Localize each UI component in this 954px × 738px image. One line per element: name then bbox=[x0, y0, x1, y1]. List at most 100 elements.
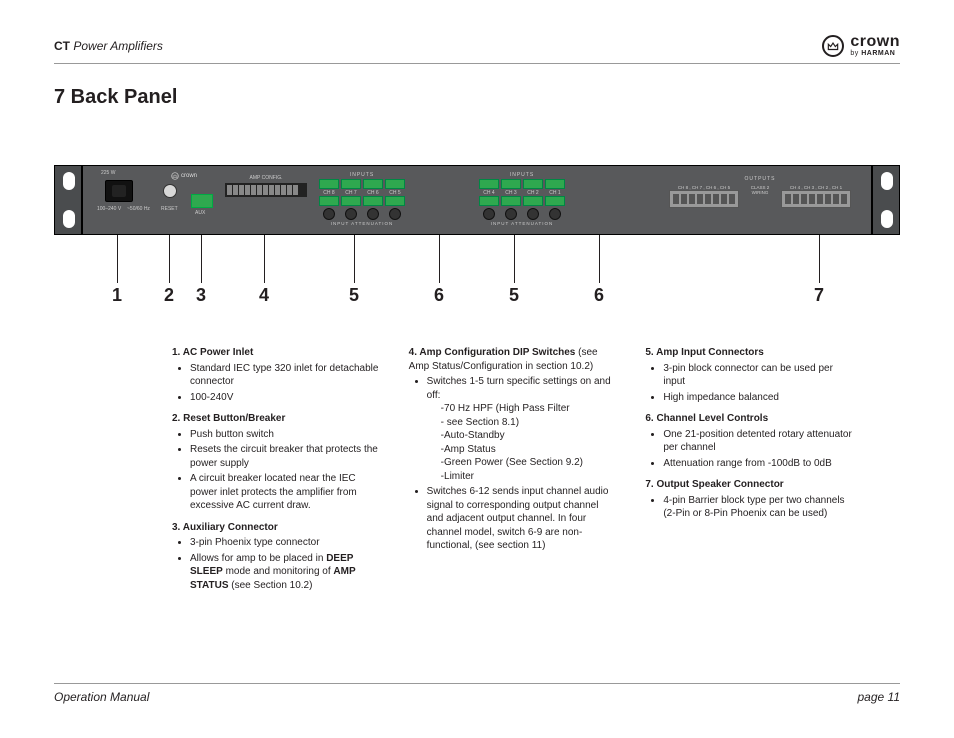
amp-back-panel: 225 W 100–240 V ~50/60 Hz crown RESET AU… bbox=[54, 165, 900, 235]
dip-switch bbox=[263, 185, 268, 195]
bullet: Switches 1-5 turn specific settings on a… bbox=[427, 375, 618, 483]
iec-power-inlet bbox=[105, 180, 133, 202]
inputs-label: INPUTS bbox=[350, 172, 374, 178]
description-columns: 1. AC Power Inlet Standard IEC type 320 … bbox=[172, 346, 854, 596]
terminal-row bbox=[319, 179, 405, 189]
callout-number: 6 bbox=[594, 285, 604, 306]
dip-switch bbox=[287, 185, 292, 195]
callout-line bbox=[599, 235, 600, 283]
input-terminal bbox=[341, 196, 361, 206]
brand-main: crown bbox=[850, 34, 900, 50]
output-group: OUTPUTS CH 8 , CH 7 , CH 6 , CH 5 CLASS … bbox=[669, 176, 851, 208]
level-knob bbox=[505, 208, 517, 220]
aux-label: AUX bbox=[195, 210, 205, 216]
header-left: CT Power Amplifiers bbox=[54, 39, 163, 53]
dip-switch bbox=[233, 185, 238, 195]
attenuation-label: INPUT ATTENUATION bbox=[331, 221, 394, 226]
callout-number: 4 bbox=[259, 285, 269, 306]
dip-switch bbox=[281, 185, 286, 195]
level-knob bbox=[389, 208, 401, 220]
output-block-b: CH 4 , CH 3 , CH 2 , CH 1 bbox=[781, 184, 851, 208]
output-block-a: CH 8 , CH 7 , CH 6 , CH 5 bbox=[669, 184, 739, 208]
class2-wiring-label: CLASS 2 WIRING bbox=[749, 184, 771, 196]
bullet: Resets the circuit breaker that protects… bbox=[190, 443, 381, 470]
callout-number: 6 bbox=[434, 285, 444, 306]
callout-layer: 1 2 3 4 5 6 5 6 7 bbox=[54, 235, 900, 310]
dip-switch bbox=[239, 185, 244, 195]
brand-logo: crown by HARMAN bbox=[822, 34, 900, 57]
desc-col-1: 1. AC Power Inlet Standard IEC type 320 … bbox=[172, 346, 381, 596]
level-knob bbox=[367, 208, 379, 220]
input-terminal bbox=[319, 179, 339, 189]
input-group-1-4: INPUTS CH 4 CH 3 CH 2 CH 1 INPUT ATTENUA… bbox=[479, 172, 565, 226]
bullet: 100-240V bbox=[190, 391, 381, 405]
output-terminal bbox=[781, 190, 851, 208]
level-knob bbox=[345, 208, 357, 220]
level-knob bbox=[323, 208, 335, 220]
callout-line bbox=[169, 235, 170, 283]
footer-right: page 11 bbox=[858, 690, 901, 704]
level-knob bbox=[549, 208, 561, 220]
callout-line bbox=[819, 235, 820, 283]
callout-number: 7 bbox=[814, 285, 824, 306]
callout-number: 5 bbox=[349, 285, 359, 306]
rack-ear-right bbox=[872, 165, 900, 235]
callout-line bbox=[117, 235, 118, 283]
dip-switch-block: AMP CONFIG. bbox=[225, 174, 307, 220]
bullet: One 21-position detented rotary attenuat… bbox=[663, 428, 854, 455]
input-terminal bbox=[545, 179, 565, 189]
item-head: 2. Reset Button/Breaker bbox=[172, 412, 381, 426]
rack-hole bbox=[63, 210, 75, 228]
bullet: Attenuation range from -100dB to 0dB bbox=[663, 457, 854, 471]
freq-label: ~50/60 Hz bbox=[127, 206, 150, 212]
callout-line bbox=[354, 235, 355, 283]
input-terminal bbox=[501, 196, 521, 206]
callout-line bbox=[264, 235, 265, 283]
dip-switch bbox=[275, 185, 280, 195]
level-knob bbox=[527, 208, 539, 220]
bullet-list: 4-pin Barrier block type per two channel… bbox=[645, 494, 854, 521]
output-terminal bbox=[669, 190, 739, 208]
item-head: 3. Auxiliary Connector bbox=[172, 521, 381, 535]
footer-left: Operation Manual bbox=[54, 690, 149, 704]
item-head: 4. Amp Configuration DIP Switches (see A… bbox=[409, 346, 618, 373]
input-terminal bbox=[385, 196, 405, 206]
callout-line bbox=[201, 235, 202, 283]
page-footer: Operation Manual page 11 bbox=[54, 683, 900, 704]
callout-line bbox=[439, 235, 440, 283]
terminal-row bbox=[319, 196, 405, 206]
input-terminal bbox=[319, 196, 339, 206]
bullet: Allows for amp to be placed in DEEP SLEE… bbox=[190, 552, 381, 593]
page-header: CT Power Amplifiers crown by HARMAN bbox=[54, 34, 900, 64]
bullet-list: 3-pin block connector can be used per in… bbox=[645, 362, 854, 405]
voltage-label: 100–240 V bbox=[97, 206, 121, 212]
input-terminal bbox=[523, 196, 543, 206]
input-terminal bbox=[523, 179, 543, 189]
crown-icon bbox=[822, 35, 844, 57]
output-blocks: CH 8 , CH 7 , CH 6 , CH 5 CLASS 2 WIRING… bbox=[669, 184, 851, 208]
bullet: Standard IEC type 320 inlet for detachab… bbox=[190, 362, 381, 389]
outputs-label: OUTPUTS bbox=[745, 176, 776, 182]
bullet: 4-pin Barrier block type per two channel… bbox=[663, 494, 854, 521]
bullet-list: Push button switch Resets the circuit br… bbox=[172, 428, 381, 513]
bullet-list: One 21-position detented rotary attenuat… bbox=[645, 428, 854, 471]
callout-number: 2 bbox=[164, 285, 174, 306]
bullet: Push button switch bbox=[190, 428, 381, 442]
bullet-list: Standard IEC type 320 inlet for detachab… bbox=[172, 362, 381, 405]
dip-switch bbox=[269, 185, 274, 195]
dip-switch bbox=[245, 185, 250, 195]
callout-line bbox=[514, 235, 515, 283]
bullet: A circuit breaker located near the IEC p… bbox=[190, 472, 381, 513]
input-terminal bbox=[501, 179, 521, 189]
bullet: 3-pin block connector can be used per in… bbox=[663, 362, 854, 389]
dip-switch bbox=[227, 185, 232, 195]
bullet: High impedance balanced bbox=[663, 391, 854, 405]
item-head: 7. Output Speaker Connector bbox=[645, 478, 854, 492]
input-terminal bbox=[385, 179, 405, 189]
callout-number: 1 bbox=[112, 285, 122, 306]
brand-text: crown by HARMAN bbox=[850, 34, 900, 57]
knob-row bbox=[319, 208, 405, 220]
dip-switch bbox=[293, 185, 298, 195]
dip-switch bbox=[257, 185, 262, 195]
chassis-brand: crown bbox=[171, 172, 197, 180]
